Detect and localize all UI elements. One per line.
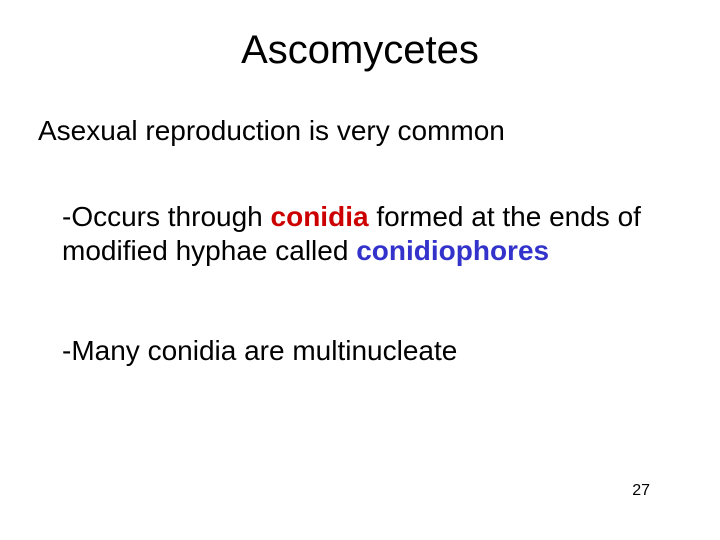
- slide-title: Ascomycetes: [0, 28, 720, 73]
- slide: Ascomycetes Asexual reproduction is very…: [0, 0, 720, 540]
- term-conidiophores: conidiophores: [356, 235, 549, 266]
- bullet-1: -Occurs through conidia formed at the en…: [62, 200, 680, 267]
- page-number: 27: [632, 482, 650, 500]
- term-conidia: conidia: [271, 201, 369, 232]
- intro-line: Asexual reproduction is very common: [38, 115, 505, 147]
- bullet-2: -Many conidia are multinucleate: [62, 335, 457, 367]
- bullet-1-pre: -Occurs through: [62, 201, 271, 232]
